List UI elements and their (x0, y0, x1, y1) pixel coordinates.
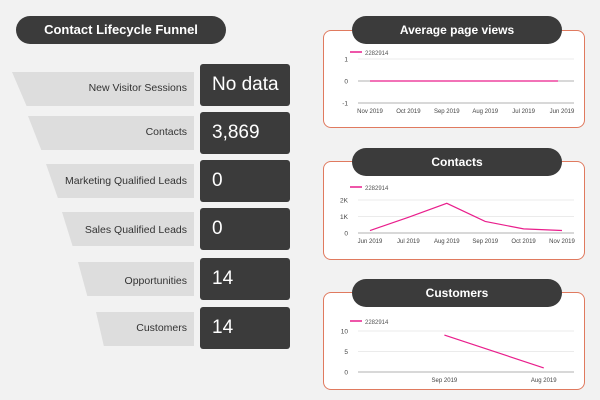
y-tick-label: 10 (341, 329, 349, 336)
x-tick-label: Oct 2019 (396, 109, 421, 115)
series-line (444, 334, 544, 369)
legend-label: 2282914 (365, 51, 389, 57)
funnel-stage-label: Contacts (145, 126, 187, 138)
x-tick-label: Aug 2019 (472, 109, 498, 115)
y-tick-label: 5 (344, 349, 348, 356)
funnel-stage-value: 14 (200, 307, 290, 349)
funnel-band (96, 312, 194, 346)
funnel-stage-value: 0 (200, 160, 290, 202)
funnel-band (12, 72, 194, 106)
legend-label: 2282914 (365, 320, 389, 326)
customers-chart: 2282914 10 5 0 Sep 2019 Aug 2019 (341, 320, 574, 384)
funnel-band (62, 212, 194, 246)
x-tick-label: Oct 2019 (511, 239, 536, 245)
funnel-stage-label: Sales Qualified Leads (84, 224, 187, 236)
y-tick-label: -1 (342, 101, 348, 108)
y-tick-label: 0 (344, 79, 348, 86)
y-tick-label: 0 (344, 370, 348, 377)
funnel-band (28, 116, 194, 150)
chart-title-contacts: Contacts (352, 148, 562, 176)
x-tick-label: Jul 2019 (512, 109, 535, 115)
funnel-stage-label: Marketing Qualified Leads (65, 175, 187, 187)
x-tick-label: Sep 2019 (434, 109, 460, 115)
x-tick-label: Sep 2019 (432, 378, 458, 384)
y-tick-label: 1 (344, 57, 348, 64)
funnel-stage-label: Opportunities (124, 275, 187, 287)
funnel-stage-label: New Visitor Sessions (88, 82, 187, 94)
funnel-stage-value: 14 (200, 258, 290, 300)
x-tick-label: Jul 2019 (397, 239, 420, 245)
y-tick-label: 1K (340, 214, 349, 221)
x-tick-label: Sep 2019 (472, 239, 498, 245)
funnel-band (78, 262, 194, 296)
x-tick-label: Jun 2019 (358, 239, 383, 245)
funnel-title: Contact Lifecycle Funnel (16, 16, 226, 44)
contacts-chart: 2282914 2K 1K 0 Jun 2019 Jul 2019 Aug 2019 Sep … (340, 186, 575, 245)
chart-title-customers: Customers (352, 279, 562, 307)
chart-card-page-views: 2282914 1 0 -1 Nov 2019 Oct 2019 Sep 2019 Aug 2… (323, 30, 585, 128)
funnel-stage-label: Customers (136, 322, 187, 334)
funnel-stage-value: 0 (200, 208, 290, 250)
x-tick-label: Jun 2019 (550, 109, 575, 115)
y-tick-label: 2K (340, 198, 349, 205)
chart-title-page-views: Average page views (352, 16, 562, 44)
x-tick-label: Nov 2019 (357, 109, 383, 115)
x-tick-label: Aug 2019 (531, 378, 557, 384)
series-line (369, 202, 563, 232)
funnel-stage-value: 3,869 (200, 112, 290, 154)
funnel-band (46, 164, 194, 198)
x-tick-label: Nov 2019 (549, 239, 575, 245)
x-tick-label: Aug 2019 (434, 239, 460, 245)
funnel-stage-value: No data (200, 64, 290, 106)
legend-label: 2282914 (365, 186, 389, 192)
page-views-chart: 2282914 1 0 -1 Nov 2019 Oct 2019 Sep 2019 Aug 2… (342, 51, 575, 115)
y-tick-label: 0 (344, 231, 348, 238)
